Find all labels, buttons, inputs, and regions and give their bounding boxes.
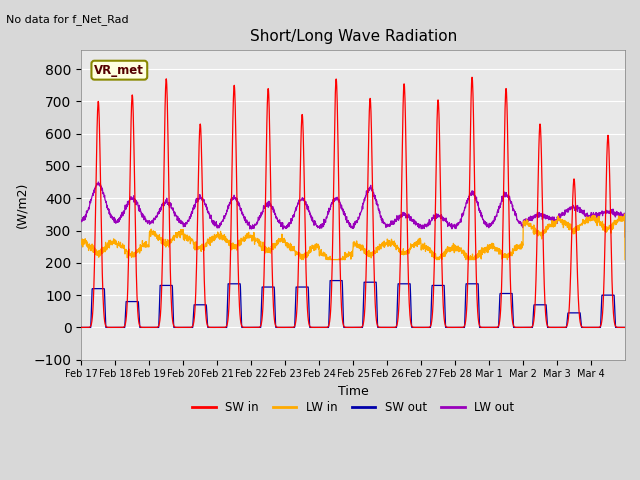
Title: Short/Long Wave Radiation: Short/Long Wave Radiation (250, 29, 457, 44)
Y-axis label: (W/m2): (W/m2) (15, 181, 28, 228)
Text: VR_met: VR_met (95, 64, 144, 77)
Legend: SW in, LW in, SW out, LW out: SW in, LW in, SW out, LW out (188, 396, 519, 419)
X-axis label: Time: Time (338, 385, 369, 398)
Text: No data for f_Net_Rad: No data for f_Net_Rad (6, 14, 129, 25)
